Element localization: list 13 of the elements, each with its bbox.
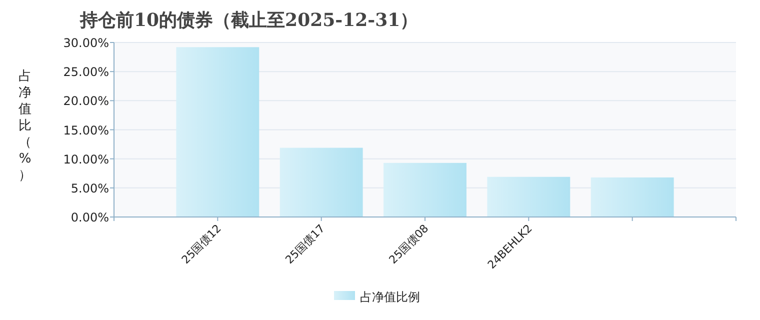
y-axis-title: 占净值比（%） (18, 69, 32, 183)
y-tick-label: 20.00% (63, 94, 109, 108)
y-tick-label: 10.00% (63, 152, 109, 166)
x-tick-label: 25国债17 (282, 222, 328, 266)
y-tick-label: 15.00% (63, 123, 109, 138)
y-tick-label: 25.00% (63, 65, 109, 80)
chart-title: 持仓前10的债券（截止至2025-12-31） (79, 10, 418, 31)
x-tick-label: 25国债08 (386, 222, 432, 266)
y-tick-label: 0.00% (70, 210, 109, 224)
x-tick-label: 25国债12 (179, 222, 224, 266)
legend-label: 占净值比例 (360, 290, 420, 304)
y-tick-label: 5.00% (70, 181, 109, 196)
y-tick-label: 30.00% (63, 36, 109, 50)
